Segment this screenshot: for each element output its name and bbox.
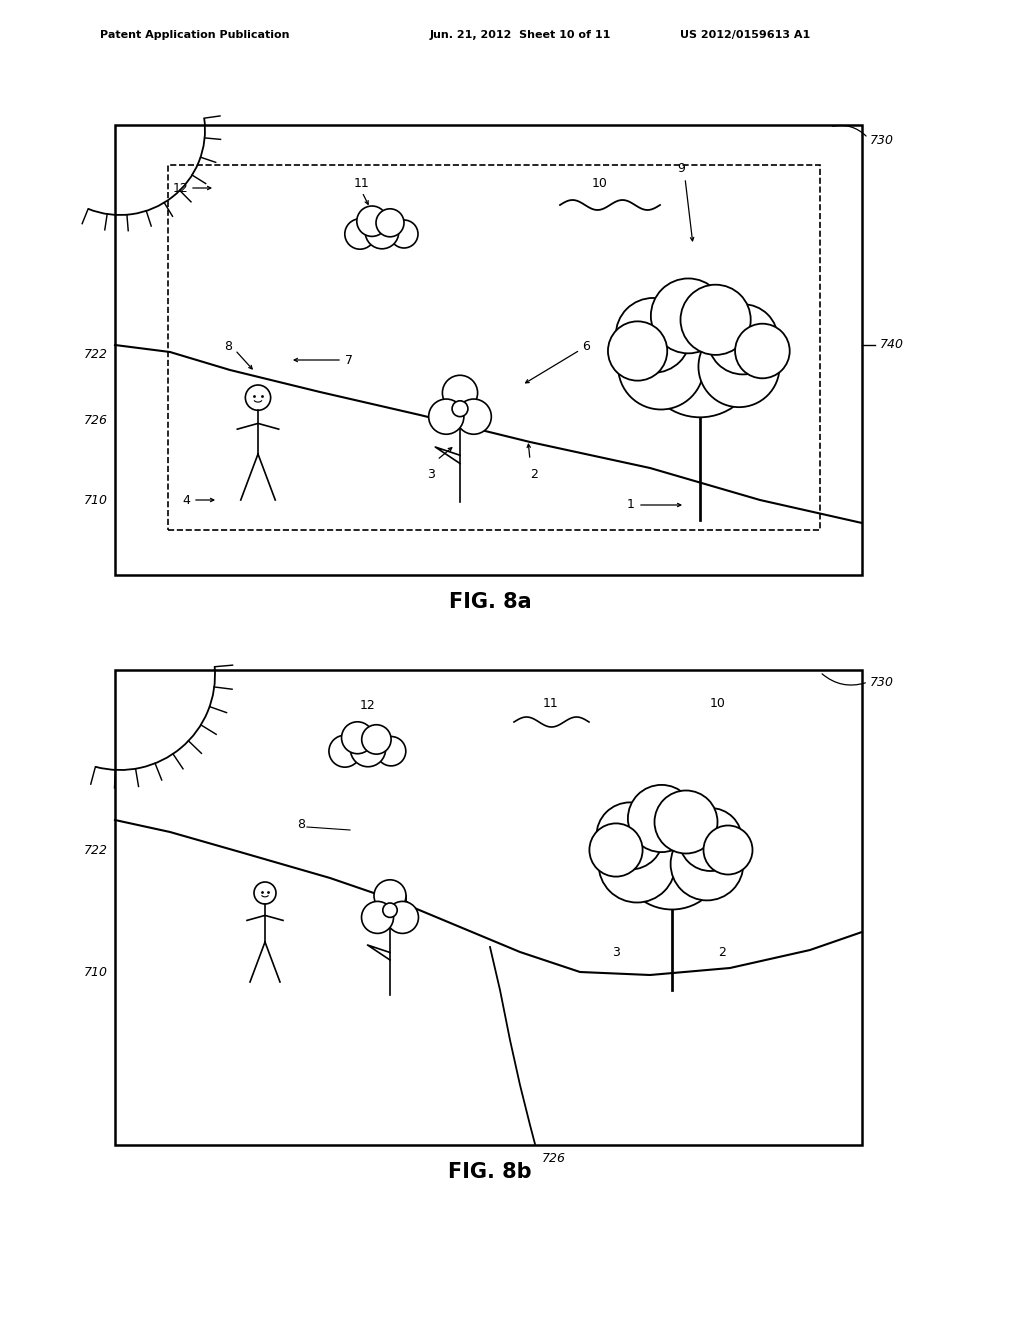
Circle shape (654, 791, 718, 854)
Text: 3: 3 (612, 945, 620, 958)
Circle shape (456, 399, 492, 434)
Circle shape (377, 737, 406, 766)
Text: 7: 7 (345, 354, 353, 367)
Text: 722: 722 (84, 843, 108, 857)
Circle shape (376, 209, 404, 236)
Circle shape (342, 722, 374, 754)
Circle shape (703, 825, 753, 874)
Circle shape (708, 304, 778, 375)
Text: Jun. 21, 2012  Sheet 10 of 11: Jun. 21, 2012 Sheet 10 of 11 (430, 30, 611, 40)
Circle shape (386, 902, 419, 933)
Circle shape (671, 828, 743, 900)
Text: 5: 5 (695, 327, 705, 342)
Text: 12: 12 (172, 181, 188, 194)
Text: FIG. 8a: FIG. 8a (449, 591, 531, 612)
Text: 726: 726 (84, 413, 108, 426)
Text: 730: 730 (870, 676, 894, 689)
Text: 6: 6 (582, 341, 590, 354)
Text: 726: 726 (542, 1152, 566, 1166)
Text: 9: 9 (677, 162, 685, 176)
Bar (168, 165, 820, 531)
Text: 710: 710 (84, 494, 108, 507)
Bar (115, 671, 862, 1144)
Text: 4: 4 (400, 894, 408, 907)
Circle shape (383, 903, 397, 917)
Text: US 2012/0159613 A1: US 2012/0159613 A1 (680, 30, 810, 40)
Bar (115, 125, 862, 576)
Circle shape (345, 219, 375, 249)
Text: 3: 3 (427, 469, 435, 482)
Text: 8: 8 (224, 341, 232, 354)
Circle shape (735, 323, 790, 379)
Circle shape (452, 401, 468, 417)
Circle shape (329, 735, 360, 767)
Text: 12: 12 (360, 700, 376, 711)
Text: 6: 6 (718, 816, 726, 829)
Text: 2: 2 (530, 469, 538, 482)
Text: Patent Application Publication: Patent Application Publication (100, 30, 290, 40)
Circle shape (698, 326, 779, 407)
Text: 2: 2 (718, 945, 726, 958)
Circle shape (679, 808, 742, 871)
Text: 4: 4 (182, 494, 190, 507)
Circle shape (608, 321, 668, 380)
Circle shape (615, 298, 690, 372)
Text: 8: 8 (297, 818, 305, 832)
Circle shape (628, 785, 695, 853)
Circle shape (651, 279, 726, 354)
Circle shape (366, 215, 398, 248)
Circle shape (246, 385, 270, 411)
Text: 11: 11 (543, 697, 559, 710)
Text: 710: 710 (84, 965, 108, 978)
Text: 730: 730 (870, 133, 894, 147)
Circle shape (429, 399, 464, 434)
Text: 1: 1 (627, 499, 635, 511)
Circle shape (390, 220, 418, 248)
Text: 722: 722 (84, 348, 108, 362)
Text: FIG. 8b: FIG. 8b (449, 1162, 531, 1181)
Circle shape (374, 880, 406, 912)
Circle shape (254, 882, 276, 904)
Circle shape (590, 824, 643, 876)
Text: 7: 7 (602, 836, 610, 849)
Circle shape (596, 803, 664, 870)
Text: 11: 11 (354, 177, 370, 190)
Text: 10: 10 (710, 697, 726, 710)
Circle shape (361, 725, 391, 754)
Circle shape (356, 206, 387, 236)
Circle shape (598, 825, 676, 903)
Circle shape (620, 804, 725, 909)
Circle shape (618, 323, 703, 409)
Circle shape (350, 731, 386, 767)
Text: 10: 10 (592, 177, 608, 190)
Circle shape (442, 375, 477, 411)
Circle shape (681, 285, 751, 355)
Text: 740: 740 (880, 338, 904, 351)
Circle shape (641, 300, 759, 417)
Circle shape (361, 902, 393, 933)
